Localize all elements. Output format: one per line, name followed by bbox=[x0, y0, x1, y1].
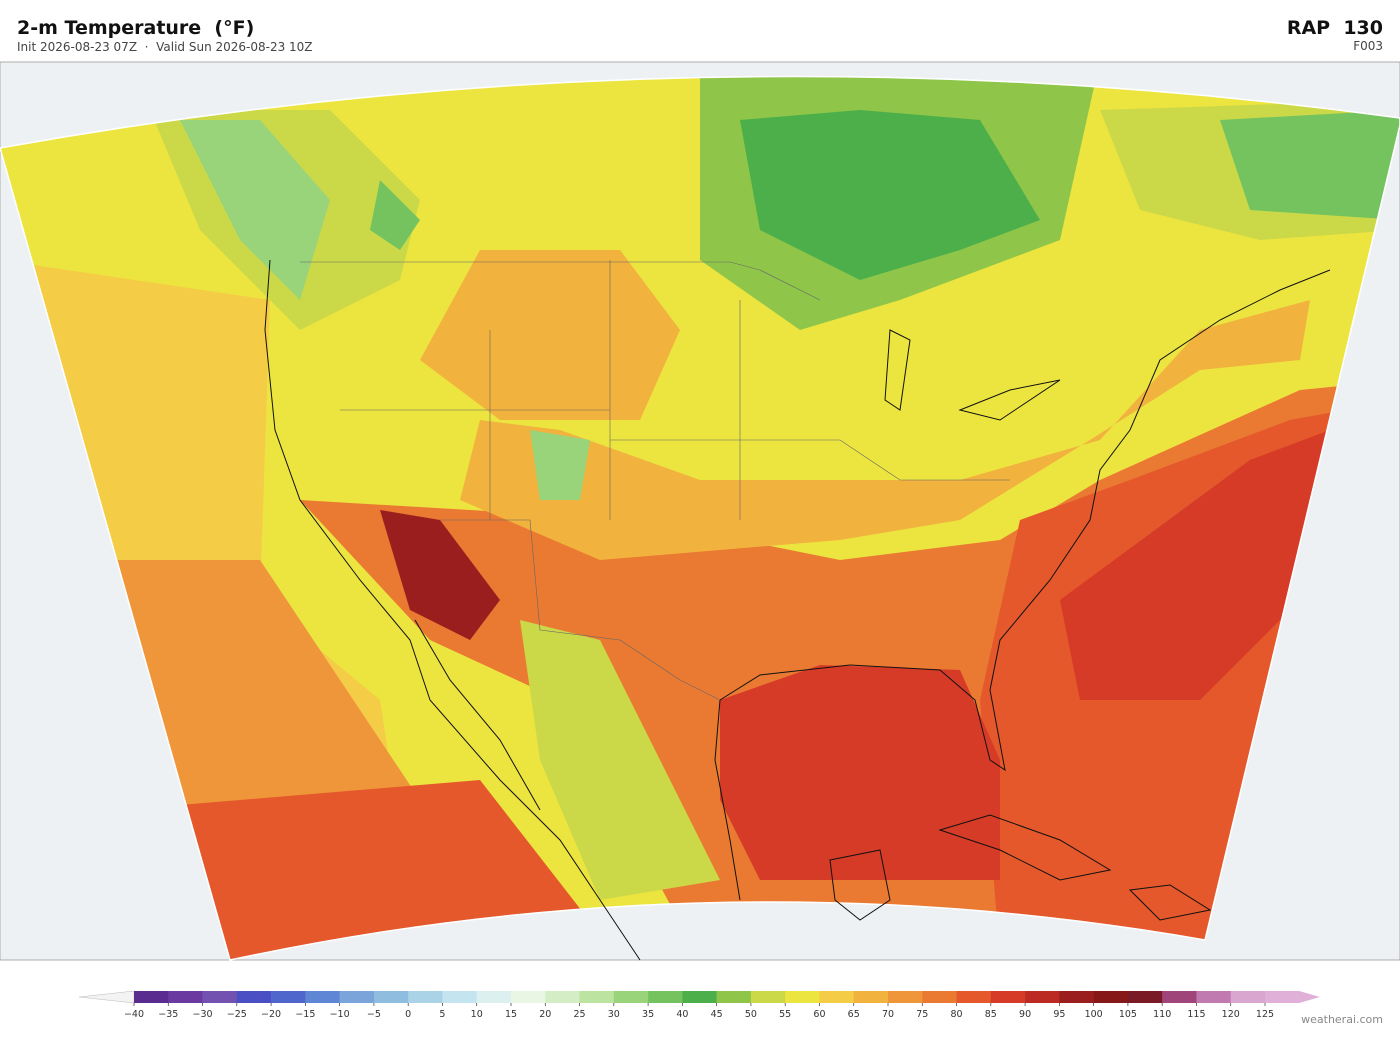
colorbar-segment bbox=[134, 991, 169, 1003]
colorbar-segment bbox=[236, 991, 272, 1003]
colorbar-segment bbox=[716, 991, 752, 1003]
colorbar-tick-label: −40 bbox=[124, 1009, 144, 1020]
colorbar-tick-label: 15 bbox=[505, 1009, 517, 1020]
colorbar-segment bbox=[853, 991, 889, 1003]
colorbar-segment bbox=[511, 991, 546, 1003]
colorbar-tick-label: 25 bbox=[573, 1009, 585, 1020]
colorbar-tick-label: 90 bbox=[1019, 1009, 1031, 1020]
colorbar-segment bbox=[990, 991, 1026, 1003]
colorbar-segment bbox=[339, 991, 375, 1003]
colorbar-tick-label: 45 bbox=[711, 1009, 723, 1020]
colorbar-segment bbox=[682, 991, 717, 1003]
colorbar-tick-label: 35 bbox=[642, 1009, 654, 1020]
colorbar-segment bbox=[785, 991, 820, 1003]
title: 2-m Temperature (°F) bbox=[17, 17, 254, 39]
colorbar-tick-label: 70 bbox=[882, 1009, 894, 1020]
colorbar-tick-label: −5 bbox=[367, 1009, 381, 1020]
colorbar-tick-label: 10 bbox=[471, 1009, 483, 1020]
forecast-hour: F003 bbox=[1353, 39, 1383, 53]
colorbar-segment bbox=[956, 991, 992, 1003]
colorbar-tick-label: −25 bbox=[227, 1009, 247, 1020]
colorbar-segment bbox=[1196, 991, 1232, 1003]
colorbar-tick-label: 60 bbox=[813, 1009, 825, 1020]
colorbar-segment bbox=[1093, 991, 1129, 1003]
domain-edge bbox=[0, 75, 1400, 961]
colorbar-segment bbox=[1162, 991, 1197, 1003]
colorbar-tick-label: −30 bbox=[193, 1009, 213, 1020]
colorbar-tick-label: 50 bbox=[745, 1009, 757, 1020]
colorbar-tick-label: 95 bbox=[1053, 1009, 1065, 1020]
coastlines bbox=[264, 259, 1331, 961]
colorbar-tick-label: 85 bbox=[985, 1009, 997, 1020]
colorbar-tick-label: −20 bbox=[261, 1009, 281, 1020]
colorbar-tick-label: 40 bbox=[676, 1009, 688, 1020]
colorbar-tick-label: 105 bbox=[1119, 1009, 1137, 1020]
colorbar-segment bbox=[888, 991, 923, 1003]
colorbar-tick-label: 125 bbox=[1256, 1009, 1274, 1020]
colorbar-tick-label: 55 bbox=[779, 1009, 791, 1020]
colorbar-segment bbox=[579, 991, 615, 1003]
colorbar-tick-label: 30 bbox=[608, 1009, 620, 1020]
colorbar-segment bbox=[1025, 991, 1060, 1003]
colorbar-tick-label: 5 bbox=[439, 1009, 445, 1020]
colorbar-segment bbox=[168, 991, 203, 1003]
watermark: weatherai.com bbox=[1301, 1013, 1383, 1026]
subtitle: Init 2026-08-23 07Z · Valid Sun 2026-08-… bbox=[17, 40, 313, 54]
colorbar-segment bbox=[648, 991, 683, 1003]
colorbar-under bbox=[79, 990, 135, 1004]
colorbar-segment bbox=[545, 991, 580, 1003]
colorbar-segment bbox=[442, 991, 478, 1003]
colorbar-tick-label: −10 bbox=[330, 1009, 350, 1020]
colorbar-tick-label: 75 bbox=[916, 1009, 928, 1020]
colorbar-tick-label: 65 bbox=[848, 1009, 860, 1020]
colorbar-segment bbox=[408, 991, 443, 1003]
colorbar-segment bbox=[373, 991, 409, 1003]
colorbar-segment bbox=[1127, 991, 1163, 1003]
colorbar-segment bbox=[819, 991, 855, 1003]
colorbar-tick-label: 0 bbox=[405, 1009, 411, 1020]
colorbar-tick-label: −15 bbox=[295, 1009, 315, 1020]
colorbar-tick-label: 20 bbox=[539, 1009, 551, 1020]
colorbar-segment bbox=[1059, 991, 1094, 1003]
colorbar-tick-label: 110 bbox=[1153, 1009, 1171, 1020]
temperature-field bbox=[0, 76, 1400, 960]
colorbar-segment bbox=[750, 991, 786, 1003]
colorbar-tick-label: 80 bbox=[950, 1009, 962, 1020]
colorbar-tick-label: 100 bbox=[1085, 1009, 1103, 1020]
colorbar: −40 −35 −30 −25 −20 −15 −10 −5 0 5 10 15 20 25 30 35 40 4… bbox=[79, 990, 1320, 1020]
colorbar-segment bbox=[613, 991, 649, 1003]
borders bbox=[300, 260, 1010, 701]
colorbar-tick-label: 120 bbox=[1222, 1009, 1240, 1020]
colorbar-tick-label: 115 bbox=[1187, 1009, 1205, 1020]
colorbar-segment bbox=[922, 991, 957, 1003]
model-label: RAP 130 bbox=[1287, 17, 1383, 39]
colorbar-segment bbox=[305, 991, 340, 1003]
colorbar-segment bbox=[202, 991, 238, 1003]
colorbar-over bbox=[1265, 991, 1320, 1003]
colorbar-segment bbox=[271, 991, 306, 1003]
colorbar-segment bbox=[1230, 991, 1266, 1003]
colorbar-segment bbox=[476, 991, 512, 1003]
colorbar-tick-label: −35 bbox=[158, 1009, 178, 1020]
